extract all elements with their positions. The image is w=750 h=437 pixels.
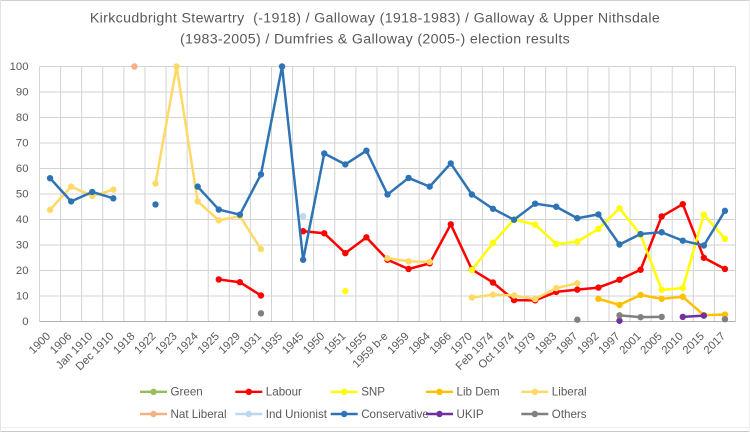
svg-text:70: 70 <box>16 137 29 149</box>
svg-text:UKIP: UKIP <box>457 408 484 421</box>
svg-text:20: 20 <box>16 265 29 277</box>
svg-text:Conservative: Conservative <box>361 408 429 421</box>
svg-text:50: 50 <box>16 188 29 200</box>
svg-text:Nat Liberal: Nat Liberal <box>171 408 227 421</box>
svg-text:Green: Green <box>171 386 203 399</box>
svg-text:Ind Unionist: Ind Unionist <box>266 408 328 421</box>
svg-text:30: 30 <box>16 239 29 251</box>
svg-text:Labour: Labour <box>266 386 302 399</box>
svg-text:60: 60 <box>16 163 29 175</box>
svg-text:SNP: SNP <box>361 386 385 399</box>
svg-text:Others: Others <box>552 408 587 421</box>
svg-text:Lib Dem: Lib Dem <box>457 386 500 399</box>
svg-text:10: 10 <box>16 290 29 302</box>
svg-text:Kirkcudbright Stewartry (-191: Kirkcudbright Stewartry (-1918) / Gallow… <box>90 10 660 26</box>
svg-text:Liberal: Liberal <box>552 386 587 399</box>
svg-text:90: 90 <box>16 86 29 98</box>
svg-text:0: 0 <box>22 316 28 328</box>
svg-text:80: 80 <box>16 112 29 124</box>
svg-text:40: 40 <box>16 214 29 226</box>
svg-text:(1983-2005) / Dumfries & Gallo: (1983-2005) / Dumfries & Galloway (2005-… <box>180 32 570 48</box>
svg-text:100: 100 <box>10 61 29 73</box>
